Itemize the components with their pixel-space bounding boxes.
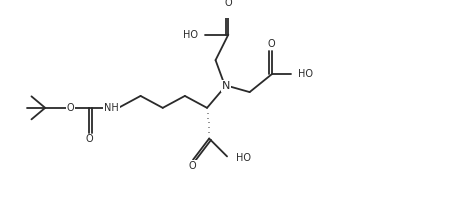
Text: HO: HO: [183, 30, 198, 40]
Text: NH: NH: [104, 103, 119, 113]
Text: O: O: [67, 103, 75, 113]
Text: HO: HO: [298, 69, 313, 79]
Text: O: O: [268, 39, 276, 49]
Text: O: O: [225, 0, 232, 9]
Text: O: O: [85, 134, 93, 144]
Text: HO: HO: [236, 153, 252, 163]
Text: O: O: [189, 161, 196, 171]
Text: N: N: [222, 81, 230, 91]
